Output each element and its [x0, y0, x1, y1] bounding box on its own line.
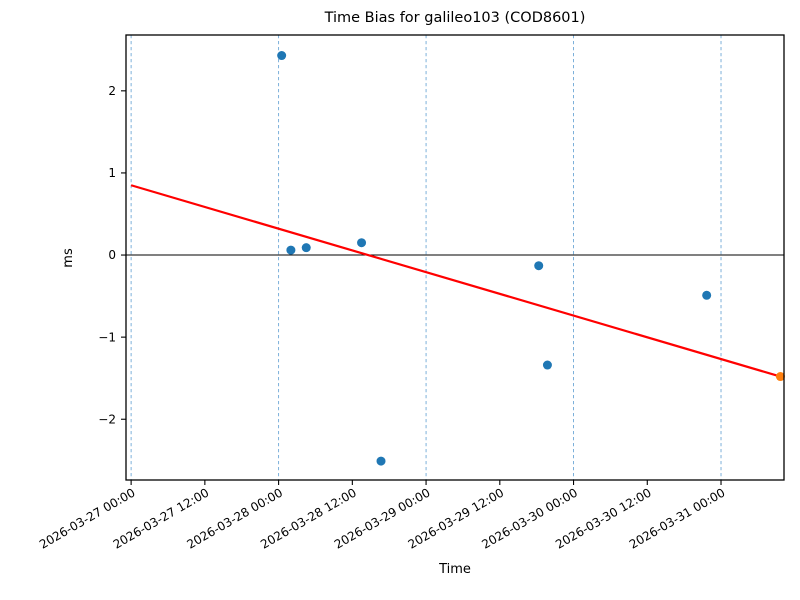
latest-data-point [775, 372, 785, 382]
y-tick-label: 0 [108, 248, 116, 262]
data-point [702, 290, 712, 300]
data-point [542, 360, 552, 370]
chart-title: Time Bias for galileo103 (COD8601) [324, 10, 586, 26]
data-point [357, 238, 367, 248]
y-tick-label: 1 [108, 166, 116, 180]
axes-frame [125, 34, 785, 481]
data-point [376, 456, 386, 466]
data-point [277, 51, 287, 61]
x-axis-label: Time [438, 562, 471, 577]
data-point [534, 261, 544, 271]
data-point [301, 243, 311, 253]
y-tick-label: −1 [98, 330, 116, 344]
y-tick-label: 2 [108, 84, 116, 98]
y-axis-label: ms [61, 248, 76, 268]
y-tick-label: −2 [98, 412, 116, 426]
trend-line [130, 184, 781, 378]
data-point [286, 245, 296, 255]
